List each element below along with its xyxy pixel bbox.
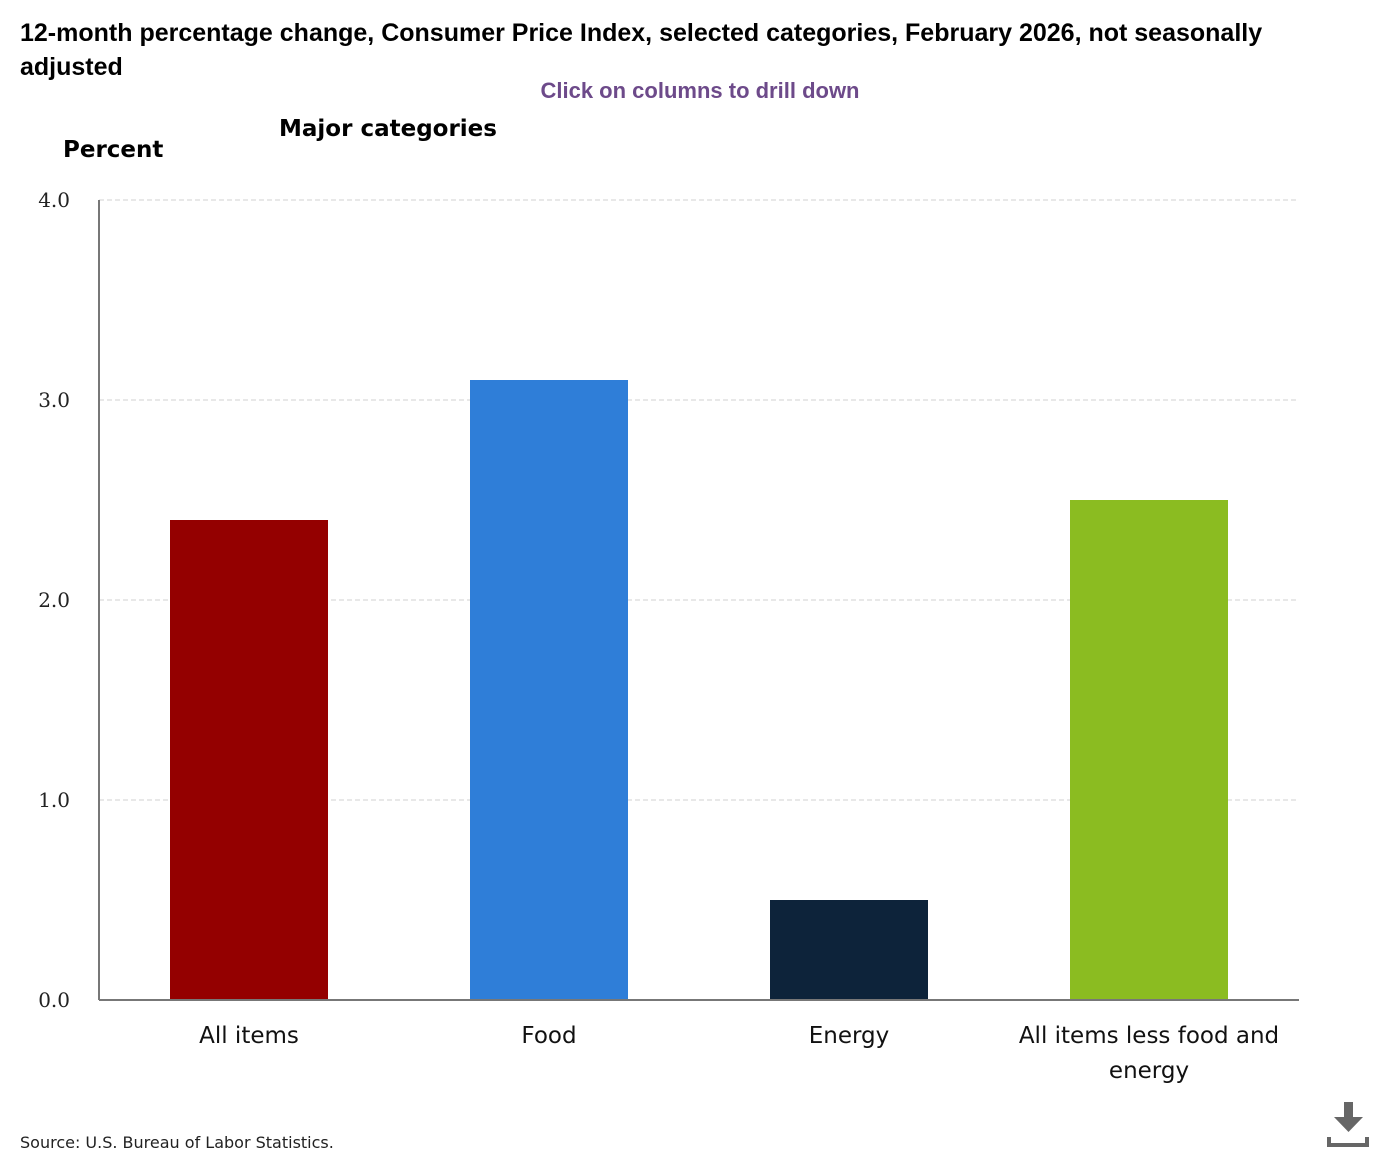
bar-energy[interactable] (770, 900, 928, 1000)
bar-all-items[interactable] (170, 520, 328, 1000)
x-tick-label: Food (521, 1023, 576, 1049)
chart-subtitle: Click on columns to drill down (540, 78, 860, 103)
y-tick-label: 3.0 (38, 388, 70, 412)
y-tick-label: 1.0 (38, 788, 70, 812)
y-axis-label: Percent (63, 137, 164, 163)
y-tick-label: 0.0 (38, 988, 70, 1012)
bar-all-items-less-food-and-energy[interactable] (1070, 500, 1228, 1000)
level-label: Major categories (279, 116, 497, 142)
y-tick-label: 2.0 (38, 588, 70, 612)
download-button[interactable] (1326, 1102, 1370, 1148)
chart-title: 12-month percentage change, Consumer Pri… (20, 19, 1263, 81)
download-icon (1327, 1102, 1369, 1147)
bar-food[interactable] (470, 380, 628, 1000)
source-note: Source: U.S. Bureau of Labor Statistics. (20, 1133, 334, 1152)
x-tick-label: All items (199, 1023, 299, 1049)
x-tick-label: Energy (809, 1023, 890, 1049)
y-tick-label: 4.0 (38, 188, 70, 212)
x-tick-label: All items less food and energy (1019, 1023, 1279, 1084)
